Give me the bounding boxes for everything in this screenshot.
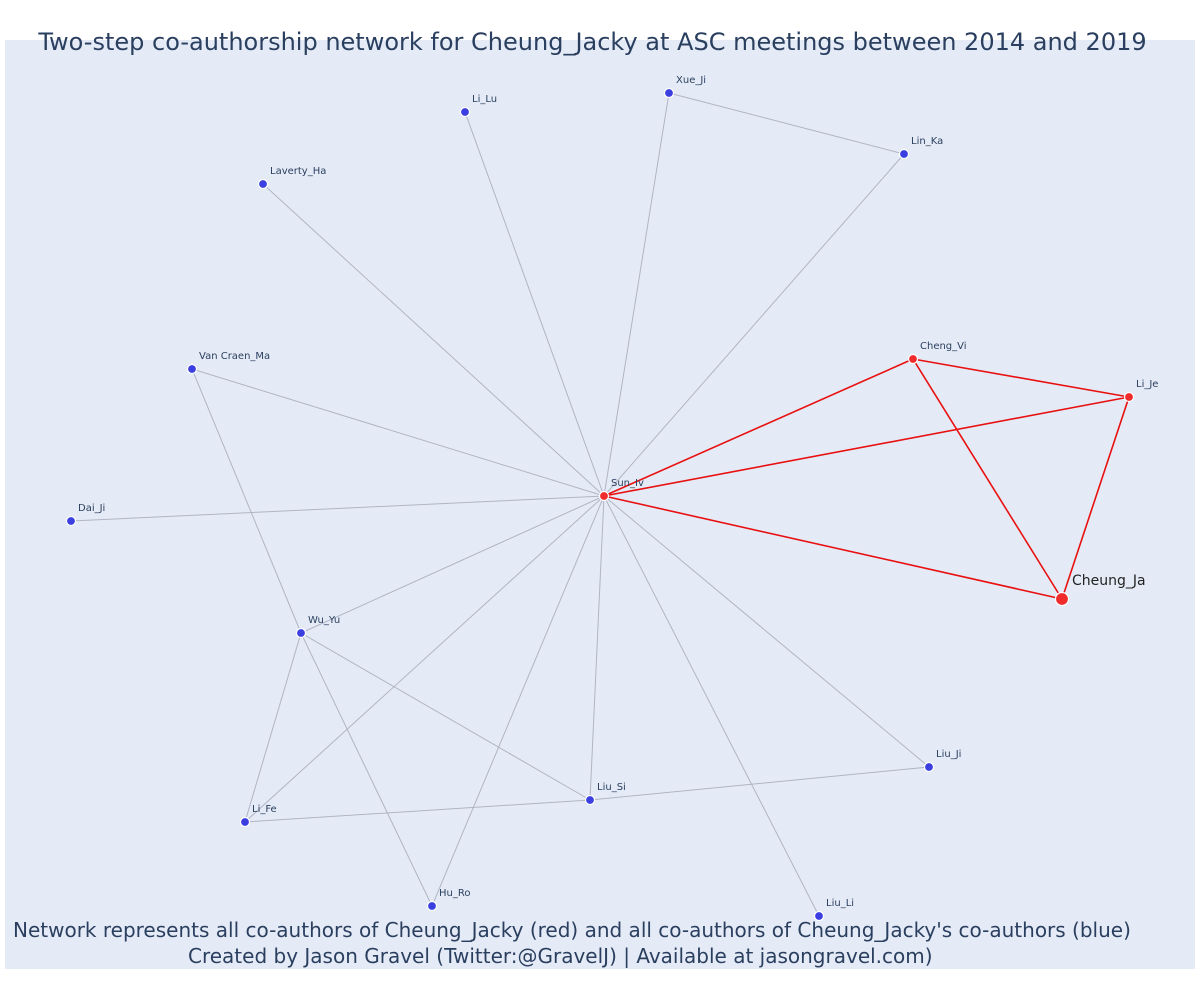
edge-sun-iv-liu-li	[603, 495, 820, 917]
node-label-li-fe: Li_Fe	[252, 804, 277, 815]
node-liu-si[interactable]	[584, 794, 596, 806]
node-label-sun-iv: Sun_Iv	[611, 478, 644, 489]
edge-sun-iv-cheng-vi	[603, 358, 914, 497]
node-label-lin-ka: Lin_Ka	[911, 136, 943, 147]
edge-liu-si-liu-ji	[589, 766, 930, 801]
edge-sun-iv-laverty-ha	[262, 183, 605, 497]
edge-layer	[70, 92, 1130, 917]
node-wu-yu[interactable]	[295, 627, 307, 639]
edge-sun-iv-wu-yu	[300, 495, 605, 634]
edge-sun-iv-dai-ji	[70, 495, 605, 522]
edge-sun-iv-hu-ro	[431, 495, 605, 907]
node-label-liu-li: Liu_Li	[826, 898, 854, 909]
node-laverty-ha[interactable]	[257, 178, 269, 190]
node-cheung-ja[interactable]	[1054, 591, 1070, 607]
edge-van-craen-ma-wu-yu	[191, 368, 302, 634]
node-label-hu-ro: Hu_Ro	[439, 888, 470, 899]
edge-cheng-vi-cheung-ja	[912, 358, 1063, 600]
node-dai-ji[interactable]	[65, 515, 77, 527]
node-label-li-je: Li_Je	[1136, 379, 1158, 390]
node-label-liu-ji: Liu_Ji	[936, 749, 961, 760]
edge-sun-iv-li-fe	[244, 495, 605, 823]
edge-cheng-vi-li-je	[912, 358, 1130, 398]
node-label-van-craen-ma: Van Craen_Ma	[199, 351, 270, 362]
edge-sun-iv-li-je	[603, 396, 1130, 497]
edge-li-fe-liu-si	[244, 799, 591, 823]
footer-caption: Network represents all co-authors of Che…	[13, 918, 1131, 942]
node-lin-ka[interactable]	[898, 148, 910, 160]
edge-wu-yu-li-fe	[244, 632, 302, 823]
node-label-wu-yu: Wu_Yu	[308, 615, 340, 626]
node-label-xue-ji: Xue_Ji	[676, 75, 706, 86]
edge-xue-ji-lin-ka	[668, 92, 905, 155]
edge-wu-yu-liu-si	[300, 632, 591, 801]
edge-wu-yu-hu-ro	[300, 632, 433, 907]
node-li-je[interactable]	[1123, 391, 1135, 403]
node-sun-iv[interactable]	[598, 490, 610, 502]
node-van-craen-ma[interactable]	[186, 363, 198, 375]
node-label-laverty-ha: Laverty_Ha	[270, 166, 326, 177]
node-layer	[65, 87, 1135, 922]
edge-sun-iv-li-lu	[464, 111, 605, 497]
edge-sun-iv-liu-si	[589, 495, 605, 801]
node-hu-ro[interactable]	[426, 900, 438, 912]
node-label-li-lu: Li_Lu	[472, 94, 497, 105]
node-cheng-vi[interactable]	[907, 353, 919, 365]
node-li-fe[interactable]	[239, 816, 251, 828]
node-xue-ji[interactable]	[663, 87, 675, 99]
edge-sun-iv-cheung-ja	[603, 495, 1063, 600]
edge-sun-iv-xue-ji	[603, 92, 670, 497]
node-label-liu-si: Liu_Si	[597, 782, 626, 793]
node-li-lu[interactable]	[459, 106, 471, 118]
edge-li-je-cheung-ja	[1061, 396, 1130, 600]
node-liu-ji[interactable]	[923, 761, 935, 773]
edge-sun-iv-lin-ka	[603, 153, 905, 497]
footer-credit: Created by Jason Gravel (Twitter:@Gravel…	[188, 944, 933, 968]
label-layer: Cheung_Ja Sun_Iv Cheng_Vi Li_Je Xue_Ji Li_Lu L…	[78, 75, 1158, 909]
node-label-cheung-ja: Cheung_Ja	[1072, 573, 1146, 589]
edge-sun-iv-van-craen-ma	[191, 368, 605, 497]
node-label-cheng-vi: Cheng_Vi	[920, 341, 967, 352]
node-label-dai-ji: Dai_Ji	[78, 503, 105, 514]
edge-sun-iv-liu-ji	[603, 495, 930, 768]
figure-title: Two-step co-authorship network for Cheun…	[38, 28, 1147, 56]
node-liu-li[interactable]	[813, 910, 825, 922]
